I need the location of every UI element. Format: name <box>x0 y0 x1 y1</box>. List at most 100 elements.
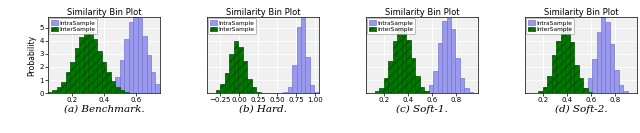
Bar <box>106 72 111 93</box>
Bar <box>79 37 84 93</box>
Bar <box>70 62 75 93</box>
Bar <box>388 61 393 93</box>
Bar <box>583 88 588 93</box>
Bar <box>243 61 247 93</box>
Bar <box>84 32 88 93</box>
Bar <box>460 78 465 93</box>
Bar <box>610 44 614 93</box>
Bar <box>538 91 543 93</box>
Bar <box>543 87 547 93</box>
Bar <box>574 65 579 93</box>
Title: Similarity Bin Plot: Similarity Bin Plot <box>385 7 459 16</box>
Bar <box>111 81 115 93</box>
Bar <box>75 48 79 93</box>
Bar <box>393 41 397 93</box>
Bar <box>247 79 252 93</box>
Bar <box>456 58 460 93</box>
Bar <box>156 84 160 93</box>
Bar <box>147 55 151 93</box>
Bar <box>570 42 574 93</box>
Bar <box>48 92 52 93</box>
Bar <box>52 90 57 93</box>
Bar <box>469 92 474 93</box>
Bar <box>424 91 429 93</box>
Bar <box>142 36 147 93</box>
Bar <box>88 32 93 93</box>
Bar <box>552 55 556 93</box>
Bar <box>57 87 61 93</box>
Bar <box>124 39 129 93</box>
Bar <box>605 22 610 93</box>
Bar <box>384 78 388 93</box>
Title: Similarity Bin Plot: Similarity Bin Plot <box>67 7 141 16</box>
Bar <box>115 87 120 93</box>
Legend: IntraSample, InterSample: IntraSample, InterSample <box>208 18 257 34</box>
Bar <box>438 43 442 93</box>
Bar <box>296 27 301 93</box>
Bar <box>305 57 310 93</box>
Bar <box>216 90 220 93</box>
Bar <box>106 90 111 93</box>
Bar <box>465 88 469 93</box>
Bar <box>406 40 411 93</box>
X-axis label: (d) Soft-2.: (d) Soft-2. <box>554 105 607 114</box>
Bar <box>601 12 605 93</box>
Bar <box>124 92 129 93</box>
Bar <box>429 85 433 93</box>
X-axis label: (c) Soft-1.: (c) Soft-1. <box>396 105 448 114</box>
Bar <box>129 22 133 93</box>
Bar <box>442 21 447 93</box>
Bar <box>596 32 601 93</box>
Bar <box>310 85 314 93</box>
Bar <box>451 29 456 93</box>
Bar <box>256 92 260 93</box>
Bar <box>619 85 623 93</box>
Bar <box>229 54 234 93</box>
Bar <box>415 76 420 93</box>
Bar <box>102 62 106 93</box>
Bar <box>120 60 124 93</box>
Legend: IntraSample, InterSample: IntraSample, InterSample <box>49 18 97 34</box>
Legend: IntraSample, InterSample: IntraSample, InterSample <box>367 18 415 34</box>
Bar <box>225 72 229 93</box>
Bar <box>238 47 243 93</box>
Bar <box>583 88 588 93</box>
X-axis label: (a) Benchmark.: (a) Benchmark. <box>63 105 144 114</box>
Bar <box>314 92 319 93</box>
Title: Similarity Bin Plot: Similarity Bin Plot <box>226 7 300 16</box>
Bar <box>547 76 552 93</box>
Bar <box>375 91 380 93</box>
Bar <box>66 72 70 93</box>
Bar <box>252 87 256 93</box>
Y-axis label: Probability: Probability <box>28 35 36 76</box>
Bar <box>411 58 415 93</box>
Bar <box>102 92 106 93</box>
Bar <box>234 41 238 93</box>
Bar <box>292 65 296 93</box>
Bar <box>447 18 451 93</box>
Bar <box>588 78 592 93</box>
Bar <box>220 84 225 93</box>
Bar <box>579 78 583 93</box>
X-axis label: (b) Hard.: (b) Hard. <box>239 105 287 114</box>
Bar <box>424 91 429 93</box>
Bar <box>614 70 619 93</box>
Bar <box>287 87 292 93</box>
Bar <box>138 18 142 93</box>
Bar <box>420 87 424 93</box>
Bar <box>592 59 596 93</box>
Bar <box>561 25 565 93</box>
Bar <box>623 91 628 93</box>
Bar <box>97 51 102 93</box>
Bar <box>61 82 66 93</box>
Bar <box>397 26 402 93</box>
Bar <box>111 86 115 93</box>
Bar <box>380 88 384 93</box>
Bar <box>120 90 124 93</box>
Bar <box>556 41 561 93</box>
Bar <box>301 18 305 93</box>
Bar <box>565 27 570 93</box>
Bar <box>151 72 156 93</box>
Bar <box>93 39 97 93</box>
Bar <box>433 71 438 93</box>
